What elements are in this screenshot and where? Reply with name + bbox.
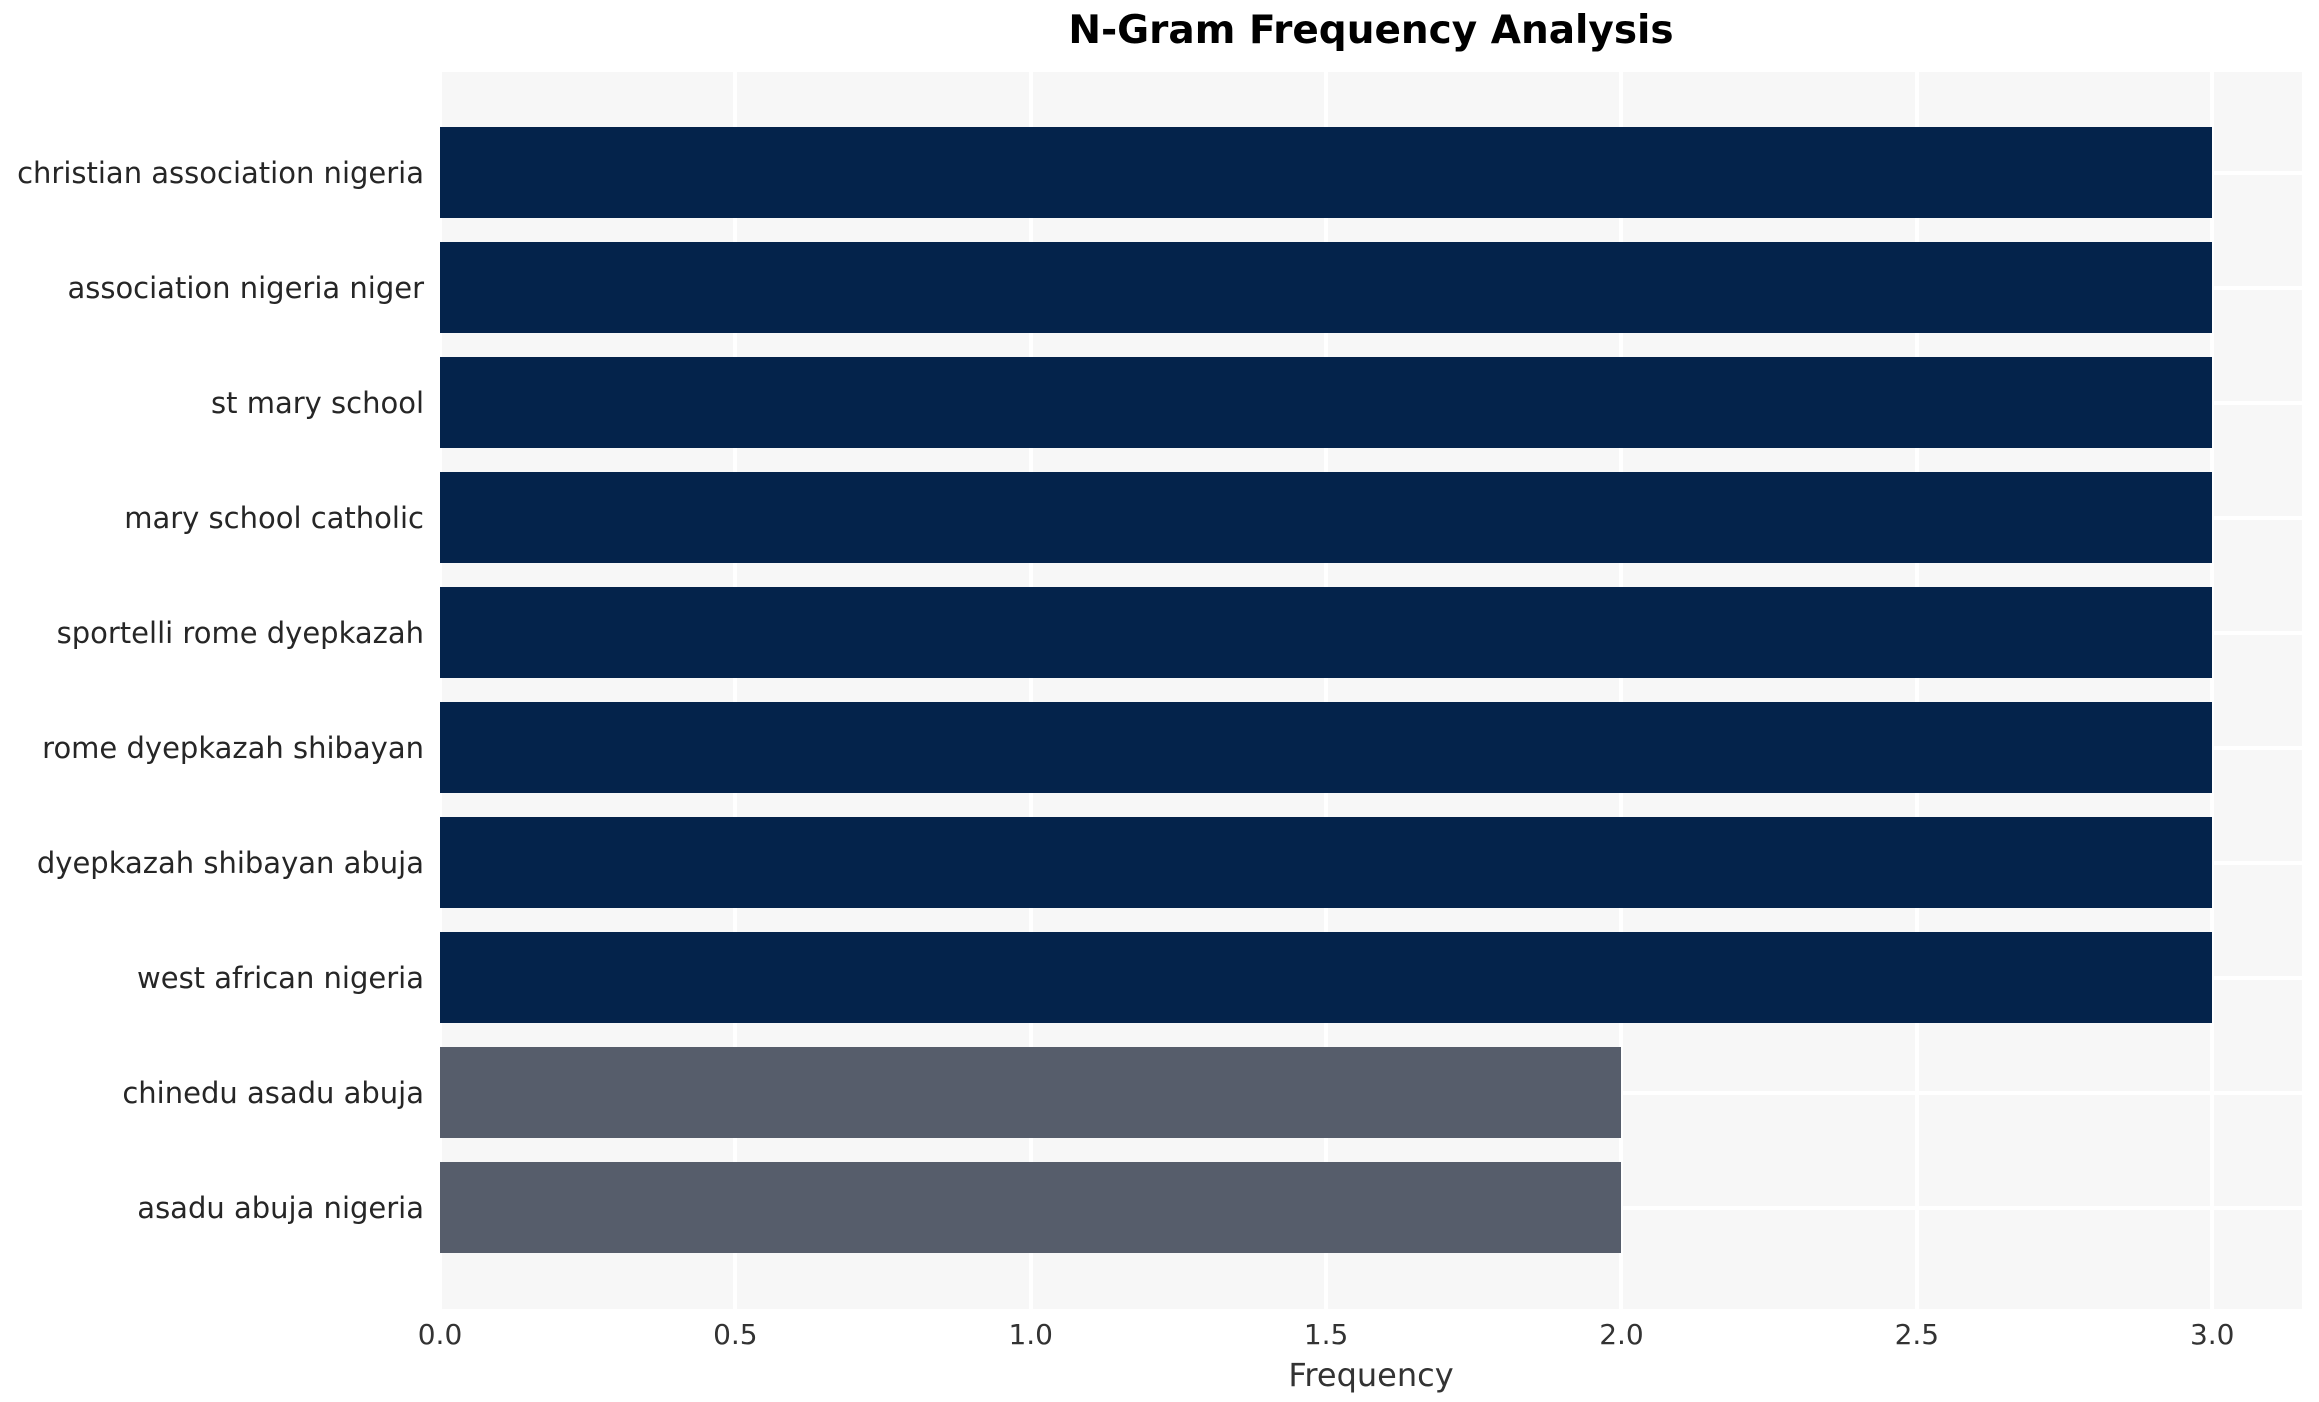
x-tick-label: 2.0 <box>1599 1318 1644 1351</box>
bar-rows: christian association nigeria association… <box>17 72 2302 1309</box>
bar <box>440 817 2213 908</box>
y-axis-label: rome dyepkazah shibayan <box>42 730 424 765</box>
bar <box>440 242 2213 333</box>
x-tick-label: 1.5 <box>1303 1318 1349 1351</box>
x-axis-ticks: 0.0 0.5 1.0 1.5 2.0 2.5 3.0 <box>418 1318 2302 1360</box>
gridline-vertical <box>733 72 738 1309</box>
x-tick-label: 0.0 <box>417 1318 463 1351</box>
y-axis-label: asadu abuja nigeria <box>137 1190 424 1225</box>
bar-row: west african nigeria <box>137 920 2302 1035</box>
gridline-vertical <box>1324 72 1329 1309</box>
x-axis-title: Frequency <box>1288 1356 1454 1394</box>
bar-row: chinedu asadu abuja <box>122 1035 2302 1150</box>
bar-row: sportelli rome dyepkazah <box>57 575 2302 690</box>
gridline-vertical <box>1914 72 1919 1309</box>
y-axis-label: west african nigeria <box>137 960 424 995</box>
y-axis-label: chinedu asadu abuja <box>122 1075 424 1110</box>
bar-row: st mary school <box>211 345 2302 460</box>
y-axis-label: st mary school <box>211 385 424 420</box>
bar-row: dyepkazah shibayan abuja <box>37 805 2302 920</box>
gridline-vertical <box>2210 72 2215 1309</box>
gridline-vertical <box>438 72 442 1309</box>
y-axis-label: dyepkazah shibayan abuja <box>36 845 424 880</box>
bar <box>440 587 2213 678</box>
plot-area: christian association nigeria association… <box>17 72 2302 1309</box>
bar <box>440 1162 1622 1253</box>
bar <box>440 472 2213 563</box>
bar <box>440 932 2213 1023</box>
bar-row: rome dyepkazah shibayan <box>42 690 2302 805</box>
y-axis-label: association nigeria niger <box>67 270 424 305</box>
y-axis-label: christian association nigeria <box>17 155 424 190</box>
chart-title: N-Gram Frequency Analysis <box>1068 8 1674 53</box>
y-axis-label: mary school catholic <box>124 500 424 535</box>
bar <box>440 1047 1622 1138</box>
x-tick-label: 2.5 <box>1894 1318 1940 1351</box>
gridline-vertical <box>1028 72 1033 1309</box>
bar-row: association nigeria niger <box>67 230 2302 345</box>
x-tick-label: 0.5 <box>713 1318 758 1351</box>
gridline-vertical <box>1619 72 1624 1309</box>
x-tick-label: 1.0 <box>1008 1318 1053 1351</box>
bar <box>440 357 2213 448</box>
y-axis-label: sportelli rome dyepkazah <box>56 615 424 650</box>
x-tick-label: 3.0 <box>2189 1318 2235 1351</box>
bar <box>440 127 2213 218</box>
bar-row: christian association nigeria <box>17 115 2302 230</box>
bar-row: asadu abuja nigeria <box>137 1150 2302 1265</box>
bar <box>440 702 2213 793</box>
bar-row: mary school catholic <box>124 460 2302 575</box>
